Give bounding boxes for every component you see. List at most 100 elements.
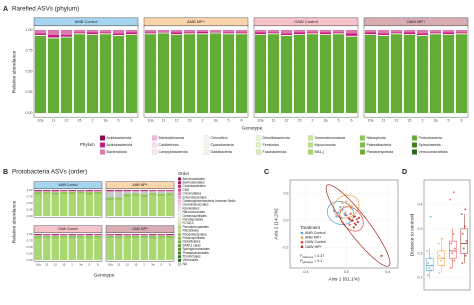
y-tick-label: 0.3 <box>418 227 423 231</box>
legend-swatch <box>177 229 182 233</box>
bar-segment <box>390 30 403 33</box>
x-tick-label: 15 <box>298 119 302 123</box>
point <box>442 257 445 260</box>
point <box>354 223 357 226</box>
bar-segment <box>235 34 248 113</box>
legend-label: Spirochaetota <box>419 143 441 147</box>
bar-segment <box>157 31 170 33</box>
bar-segment <box>125 30 138 33</box>
y-tick-label: -0.2 <box>282 246 288 250</box>
bar-segment <box>170 32 183 35</box>
bar-segment <box>34 33 47 35</box>
legend-swatch <box>177 258 182 262</box>
bar-segment <box>85 238 93 260</box>
bar-segment <box>123 235 131 238</box>
legend-swatch <box>177 181 182 185</box>
point <box>350 219 353 222</box>
bar-segment <box>132 190 140 191</box>
bar-segment <box>43 235 51 239</box>
point <box>429 257 432 260</box>
bar-segment <box>196 34 209 113</box>
legend-swatch <box>151 135 158 141</box>
bar-segment <box>132 193 140 196</box>
bar-segment <box>99 32 112 34</box>
x-tick-label: 6 <box>169 263 171 267</box>
bar-segment <box>77 234 85 236</box>
legend-label: Aeromonadales <box>183 177 206 181</box>
bar-segment <box>166 238 174 260</box>
legend-swatch <box>203 135 210 141</box>
point <box>441 264 444 267</box>
bar-segment <box>51 234 59 237</box>
legend-swatch <box>411 142 418 148</box>
panel-label: B <box>3 169 8 176</box>
bar-segment <box>149 234 157 236</box>
point <box>431 264 433 267</box>
annotation-symbol: F <box>300 254 303 258</box>
legend-label: Verrucomicrobiota <box>419 150 448 154</box>
bar-segment <box>51 190 59 191</box>
legend-label: Fusobacteriota <box>263 150 287 154</box>
bar-segment <box>209 31 222 33</box>
bar-segment <box>47 34 60 38</box>
bar-segment <box>51 234 59 235</box>
legend-swatch <box>99 135 106 141</box>
bar-segment <box>377 35 390 114</box>
point <box>337 211 340 214</box>
confidence-ellipse <box>333 194 360 219</box>
legend-swatch <box>177 210 182 214</box>
bar-segment <box>132 234 140 236</box>
legend-label: Sphingomonadales <box>183 247 211 251</box>
facet-label: OAW Control <box>294 19 318 24</box>
bar-segment <box>43 190 51 191</box>
bar-segment <box>157 33 170 113</box>
bar-segment <box>123 234 131 235</box>
bar-segment <box>94 234 102 235</box>
point <box>430 269 433 272</box>
bar-segment <box>115 199 123 216</box>
bar-segment <box>77 238 85 260</box>
bar-segment <box>140 234 148 236</box>
bar-segment <box>60 36 73 38</box>
x-tick-label: 11 <box>52 119 56 123</box>
annotation-symbol: P <box>300 259 303 263</box>
bar-segment <box>149 238 157 260</box>
legend-label: Planctomycetota <box>367 150 394 154</box>
bar-segment <box>60 37 73 113</box>
bar-segment <box>319 34 332 35</box>
x-tick-label: 10a <box>368 119 374 123</box>
bar-segment <box>125 34 138 114</box>
x-tick-label: 15 <box>188 119 192 123</box>
bar-segment <box>196 33 209 35</box>
point <box>353 215 356 218</box>
bar-segment <box>157 191 165 194</box>
bar-segment <box>196 31 209 34</box>
bar-segment <box>123 237 131 260</box>
legend-label: Rickettsiales <box>183 240 201 244</box>
bar-segment <box>123 190 131 191</box>
point <box>429 215 432 218</box>
bar-segment <box>364 34 377 114</box>
x-tick-label: 12 <box>65 119 69 123</box>
x-tick-label: 5 <box>448 119 450 123</box>
legend-swatch <box>359 142 366 148</box>
bar-segment <box>99 30 112 33</box>
x-tick-label: 5 <box>228 119 230 123</box>
x-tick-label: 10a <box>108 263 113 267</box>
legend-title: Phylum <box>80 142 95 147</box>
bar-segment <box>94 237 102 260</box>
bar-segment <box>43 234 51 235</box>
bar-segment <box>34 30 47 34</box>
bar-segment <box>94 234 102 236</box>
x-tick-label: 10a <box>148 119 154 123</box>
bar-segment <box>47 38 60 113</box>
bar-segment <box>43 234 51 236</box>
legend-label: Thiotrichales <box>183 255 201 259</box>
bar-segment <box>280 34 293 36</box>
bar-segment <box>106 190 114 193</box>
bar-segment <box>106 234 114 236</box>
bar-segment <box>319 32 332 35</box>
facet-label: AMB MP+ <box>187 19 206 24</box>
bar-segment <box>306 34 319 113</box>
bar-segment <box>209 30 222 32</box>
